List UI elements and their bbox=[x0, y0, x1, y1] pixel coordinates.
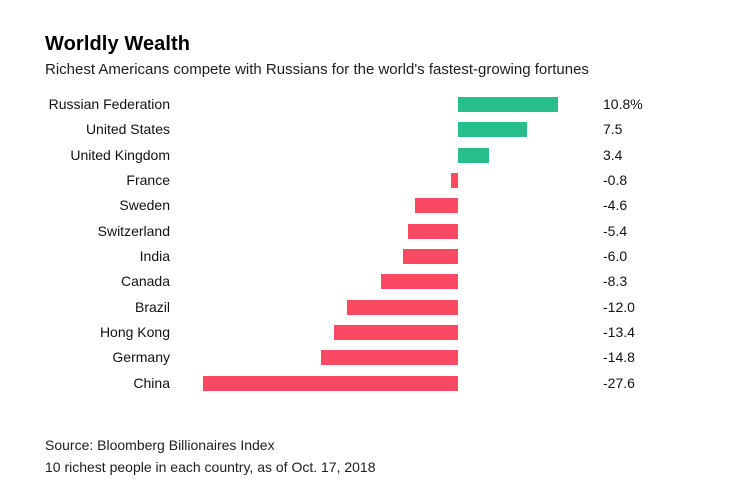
value-label: 10.8% bbox=[603, 96, 643, 112]
chart-footer: Source: Bloomberg Billionaires Index 10 … bbox=[45, 434, 376, 478]
category-label: Canada bbox=[120, 273, 170, 290]
value-label: -6.0 bbox=[603, 247, 628, 264]
chart-row: Switzerland -5.4 bbox=[0, 219, 748, 244]
category-label: United Kingdom bbox=[70, 146, 170, 163]
chart-row: India -6.0 bbox=[0, 244, 748, 269]
chart-row: Canada -8.3 bbox=[0, 269, 748, 294]
methodology-note: 10 richest people in each country, as of… bbox=[45, 459, 376, 475]
value-label: -13.4 bbox=[603, 323, 635, 340]
value-label: -14.8 bbox=[603, 349, 635, 366]
bar-positive bbox=[458, 147, 490, 163]
value-label: -5.4 bbox=[603, 222, 628, 239]
category-label: Brazil bbox=[134, 298, 170, 315]
chart-row: China -27.6 bbox=[0, 371, 748, 396]
bar-positive bbox=[458, 97, 558, 112]
chart-row: France -0.8 bbox=[0, 168, 748, 193]
bar-chart: Russian Federation 10.8% United States 7.5 U… bbox=[0, 92, 748, 396]
value-label: 7.5 bbox=[603, 121, 623, 138]
bar-negative bbox=[408, 223, 458, 239]
category-label: Hong Kong bbox=[99, 323, 170, 340]
bar-negative bbox=[450, 172, 458, 188]
chart-row: Germany -14.8 bbox=[0, 345, 748, 370]
chart-row: Brazil -12.0 bbox=[0, 295, 748, 320]
value-label: -12.0 bbox=[603, 298, 635, 315]
source-note: Source: Bloomberg Billionaires Index bbox=[45, 437, 275, 453]
category-label: Germany bbox=[112, 349, 170, 366]
category-label: United States bbox=[85, 121, 170, 138]
value-label: -0.8 bbox=[603, 171, 628, 188]
value-label: -4.6 bbox=[603, 197, 628, 214]
bar-negative bbox=[415, 198, 458, 214]
bar-negative bbox=[381, 274, 458, 290]
bar-negative bbox=[402, 248, 458, 264]
bar-positive bbox=[458, 122, 528, 138]
bar-negative bbox=[321, 350, 458, 366]
chart-row: United States 7.5 bbox=[0, 117, 748, 142]
chart-row: Sweden -4.6 bbox=[0, 193, 748, 218]
value-label: -27.6 bbox=[603, 374, 635, 391]
chart-row: Russian Federation 10.8% bbox=[0, 92, 748, 117]
bar-negative bbox=[334, 324, 458, 340]
bar-negative bbox=[347, 299, 458, 315]
category-label: India bbox=[139, 247, 170, 264]
bar-negative bbox=[202, 375, 458, 391]
chart-subtitle: Richest Americans compete with Russians … bbox=[45, 61, 589, 78]
category-label: China bbox=[133, 374, 170, 391]
category-label: Switzerland bbox=[97, 222, 170, 239]
chart-title: Worldly Wealth bbox=[45, 33, 191, 55]
value-label: -8.3 bbox=[603, 273, 628, 290]
chart-row: Hong Kong -13.4 bbox=[0, 320, 748, 345]
chart-row: United Kingdom 3.4 bbox=[0, 143, 748, 168]
value-label: 3.4 bbox=[603, 146, 623, 163]
category-label: Sweden bbox=[119, 197, 170, 214]
category-label: France bbox=[126, 171, 170, 188]
category-label: Russian Federation bbox=[48, 96, 170, 112]
